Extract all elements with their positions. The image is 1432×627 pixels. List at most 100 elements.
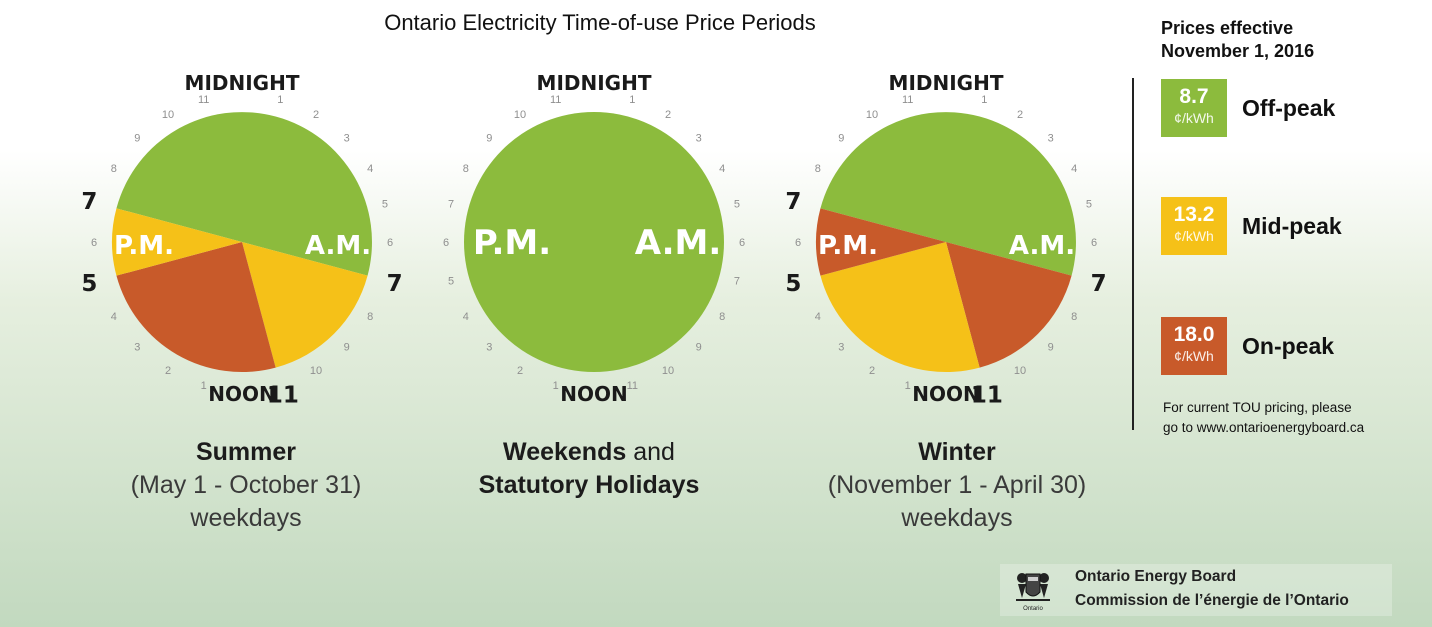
mid-peak-sector xyxy=(111,208,242,276)
legend-note-link[interactable]: go to www.ontarioenergyboard.ca xyxy=(1163,420,1365,435)
hour-number: 11 xyxy=(627,380,638,392)
hour-number: 10 xyxy=(662,365,674,377)
off-peak-sector xyxy=(464,112,724,372)
hour-number: 10 xyxy=(310,365,322,377)
hour-number: 5 xyxy=(448,275,454,287)
hour-number: 1 xyxy=(981,94,987,106)
hour-number: 9 xyxy=(344,342,350,354)
hour-number: 9 xyxy=(838,132,844,144)
hour-number: 2 xyxy=(1017,109,1023,121)
hour-number: 11 xyxy=(902,94,913,106)
hour-number: 3 xyxy=(1048,132,1054,144)
legend-item-mid-peak: 13.2 ¢/kWh Mid-peak xyxy=(1161,197,1421,257)
ontario-coat-of-arms-logo: Ontario xyxy=(1016,573,1050,612)
hour-number: 8 xyxy=(815,163,821,175)
legend-item-off-peak: 8.7 ¢/kWh Off-peak xyxy=(1161,79,1421,139)
hour-number: 6 xyxy=(795,237,801,249)
hour-number: 4 xyxy=(367,163,373,175)
hour-number: 9 xyxy=(486,132,492,144)
winter-caption-dates: (November 1 - April 30) xyxy=(827,471,1087,499)
on-peak-sector xyxy=(815,208,946,276)
hour-number: 2 xyxy=(165,365,171,377)
period-boundary-hour: 11 xyxy=(971,383,1003,409)
legend-note: For current TOU pricing, please go to ww… xyxy=(1163,398,1423,438)
hour-number: 3 xyxy=(486,342,492,354)
page-title: Ontario Electricity Time-of-use Price Pe… xyxy=(384,10,816,35)
mid-peak-sector xyxy=(820,242,980,373)
hour-number: 6 xyxy=(387,237,393,249)
hour-number: 1 xyxy=(629,94,635,106)
summer-clock: 1 2 3 4 5 6 8 9 10 1 2 3 4 6 8 9 10 11 7 11 5 7 MIDNIGHT NOON A.… xyxy=(81,71,402,409)
pm-label: P.M. xyxy=(818,231,878,261)
pm-label: P.M. xyxy=(473,223,551,263)
mid-peak-label: Mid-peak xyxy=(1242,213,1342,239)
hour-number: 1 xyxy=(553,380,559,392)
hour-number: 9 xyxy=(134,132,140,144)
hour-number: 9 xyxy=(696,342,702,354)
on-peak-label: On-peak xyxy=(1242,333,1335,359)
hour-number: 7 xyxy=(734,275,740,287)
hour-number: 2 xyxy=(869,365,875,377)
winter-caption-days: weekdays xyxy=(901,504,1013,532)
mid-peak-price: 13.2 xyxy=(1173,203,1215,226)
mid-peak-unit: ¢/kWh xyxy=(1174,228,1214,244)
summer-caption-days: weekdays xyxy=(190,504,302,532)
off-peak-sector xyxy=(820,112,1076,276)
on-peak-unit: ¢/kWh xyxy=(1174,348,1214,364)
hour-number: 1 xyxy=(201,380,207,392)
hour-number: 11 xyxy=(198,94,209,106)
am-label: A.M. xyxy=(305,231,371,261)
noon-label: NOON xyxy=(560,382,627,406)
hour-number: 8 xyxy=(719,311,725,323)
am-label: A.M. xyxy=(635,223,722,263)
off-peak-sector xyxy=(116,112,372,276)
period-boundary-hour: 11 xyxy=(267,383,299,409)
summer-caption-title: Summer xyxy=(195,438,297,466)
oeb-name-english: Ontario Energy Board xyxy=(1075,568,1237,585)
oeb-name-french: Commission de l’énergie de l’Ontario xyxy=(1075,592,1349,609)
summer-caption: Summer (May 1 - October 31) weekdays xyxy=(66,436,426,535)
hour-number: 8 xyxy=(367,311,373,323)
hour-number: 6 xyxy=(1091,237,1097,249)
weekends-caption-holidays: Statutory Holidays xyxy=(478,471,700,499)
off-peak-price: 8.7 xyxy=(1179,85,1209,108)
tou-clocks: 12345689101234689101171157MIDNIGHTNOONA.… xyxy=(81,71,1106,409)
hour-number: 3 xyxy=(696,132,702,144)
hour-number: 4 xyxy=(1071,163,1077,175)
legend-heading-line2: November 1, 2016 xyxy=(1161,41,1315,61)
off-peak-unit: ¢/kWh xyxy=(1174,110,1214,126)
hour-number: 3 xyxy=(838,342,844,354)
hour-number: 9 xyxy=(1048,342,1054,354)
period-boundary-hour: 7 xyxy=(785,189,801,215)
hour-number: 10 xyxy=(162,109,174,121)
hour-number: 3 xyxy=(344,132,350,144)
on-peak-swatch: 18.0 ¢/kWh xyxy=(1161,317,1227,375)
hour-number: 1 xyxy=(277,94,283,106)
midnight-label: MIDNIGHT xyxy=(537,71,652,95)
period-boundary-hour: 7 xyxy=(81,189,97,215)
summer-caption-dates: (May 1 - October 31) xyxy=(130,471,362,499)
hour-number: 3 xyxy=(134,342,140,354)
legend-divider xyxy=(1132,78,1134,430)
mid-peak-swatch: 13.2 ¢/kWh xyxy=(1161,197,1227,255)
weekends-clock: 12345678910111234567891011MIDNIGHTNOONA.… xyxy=(443,71,745,406)
legend-note-line1: For current TOU pricing, please xyxy=(1163,400,1352,415)
hour-number: 5 xyxy=(1086,199,1092,211)
legend-heading: Prices effective November 1, 2016 xyxy=(1161,17,1314,63)
hour-number: 5 xyxy=(734,199,740,211)
period-boundary-hour: 5 xyxy=(785,271,801,297)
hour-number: 10 xyxy=(866,109,878,121)
noon-label: NOON xyxy=(208,382,275,406)
hour-number: 4 xyxy=(463,311,469,323)
off-peak-label: Off-peak xyxy=(1242,95,1336,121)
am-label: A.M. xyxy=(1009,231,1075,261)
oeb-footer: Ontario Ontario Energy Board Commission … xyxy=(1000,564,1392,616)
period-boundary-hour: 7 xyxy=(387,271,403,297)
legend-heading-line1: Prices effective xyxy=(1161,18,1294,38)
hour-number: 5 xyxy=(382,199,388,211)
off-peak-swatch: 8.7 ¢/kWh xyxy=(1161,79,1227,137)
logo-text: Ontario xyxy=(1023,606,1043,612)
period-boundary-hour: 5 xyxy=(81,271,97,297)
mid-peak-sector xyxy=(242,242,368,368)
hour-number: 2 xyxy=(517,365,523,377)
